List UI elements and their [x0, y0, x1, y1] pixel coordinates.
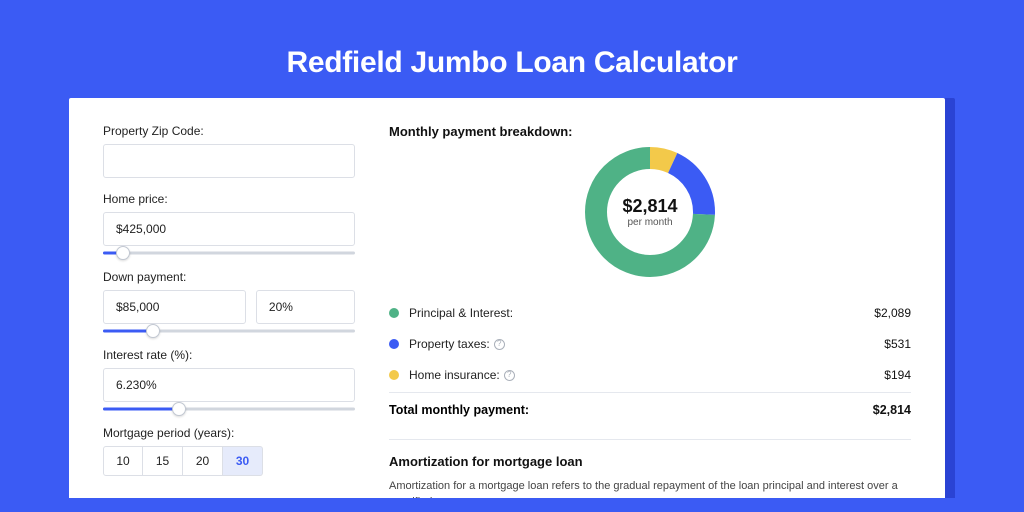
- zip-label: Property Zip Code:: [103, 124, 355, 138]
- period-option-15[interactable]: 15: [143, 446, 183, 476]
- down-payment-label: Down payment:: [103, 270, 355, 284]
- interest-label: Interest rate (%):: [103, 348, 355, 362]
- card-shadow: Property Zip Code: Home price: Down paym…: [69, 98, 955, 498]
- amortization-text: Amortization for a mortgage loan refers …: [389, 479, 911, 498]
- donut-sublabel: per month: [627, 217, 672, 228]
- page-root: Redfield Jumbo Loan Calculator Property …: [0, 0, 1024, 512]
- legend-row-taxes: Property taxes:? $531: [389, 328, 911, 359]
- form-panel: Property Zip Code: Home price: Down paym…: [103, 124, 355, 498]
- down-payment-pct-input[interactable]: [256, 290, 355, 324]
- period-option-30[interactable]: 30: [223, 446, 263, 476]
- down-payment-input[interactable]: [103, 290, 246, 324]
- interest-slider[interactable]: [103, 402, 355, 416]
- total-value: $2,814: [873, 403, 911, 417]
- legend-value: $194: [884, 368, 911, 382]
- legend-value: $2,089: [874, 306, 911, 320]
- info-icon[interactable]: ?: [494, 339, 505, 350]
- slider-thumb[interactable]: [116, 246, 130, 260]
- amortization-section: Amortization for mortgage loan Amortizat…: [389, 439, 911, 498]
- slider-thumb[interactable]: [146, 324, 160, 338]
- calculator-card: Property Zip Code: Home price: Down paym…: [69, 98, 945, 498]
- donut-amount: $2,814: [622, 196, 677, 217]
- home-price-input[interactable]: [103, 212, 355, 246]
- legend: Principal & Interest: $2,089 Property taxe…: [389, 297, 911, 390]
- zip-input[interactable]: [103, 144, 355, 178]
- home-price-slider[interactable]: [103, 246, 355, 260]
- legend-row-insurance: Home insurance:? $194: [389, 359, 911, 390]
- donut-center: $2,814 per month: [585, 147, 715, 277]
- legend-dot-icon: [389, 339, 399, 349]
- legend-dot-icon: [389, 308, 399, 318]
- total-label: Total monthly payment:: [389, 403, 529, 417]
- legend-label: Property taxes:?: [409, 337, 505, 351]
- total-row: Total monthly payment: $2,814: [389, 392, 911, 425]
- period-option-10[interactable]: 10: [103, 446, 143, 476]
- down-payment-row: [103, 290, 355, 326]
- home-price-label: Home price:: [103, 192, 355, 206]
- legend-value: $531: [884, 337, 911, 351]
- donut-chart: $2,814 per month: [389, 147, 911, 277]
- info-icon[interactable]: ?: [504, 370, 515, 381]
- period-label: Mortgage period (years):: [103, 426, 355, 440]
- interest-input[interactable]: [103, 368, 355, 402]
- legend-row-principal: Principal & Interest: $2,089: [389, 297, 911, 328]
- legend-dot-icon: [389, 370, 399, 380]
- period-option-20[interactable]: 20: [183, 446, 223, 476]
- page-title: Redfield Jumbo Loan Calculator: [286, 46, 737, 80]
- legend-label: Home insurance:?: [409, 368, 515, 382]
- amortization-title: Amortization for mortgage loan: [389, 454, 911, 469]
- down-payment-slider[interactable]: [103, 324, 355, 338]
- breakdown-panel: Monthly payment breakdown: $2,814 per mo…: [389, 124, 911, 498]
- slider-thumb[interactable]: [172, 402, 186, 416]
- legend-label: Principal & Interest:: [409, 306, 513, 320]
- period-group: 10152030: [103, 446, 355, 476]
- breakdown-title: Monthly payment breakdown:: [389, 124, 911, 139]
